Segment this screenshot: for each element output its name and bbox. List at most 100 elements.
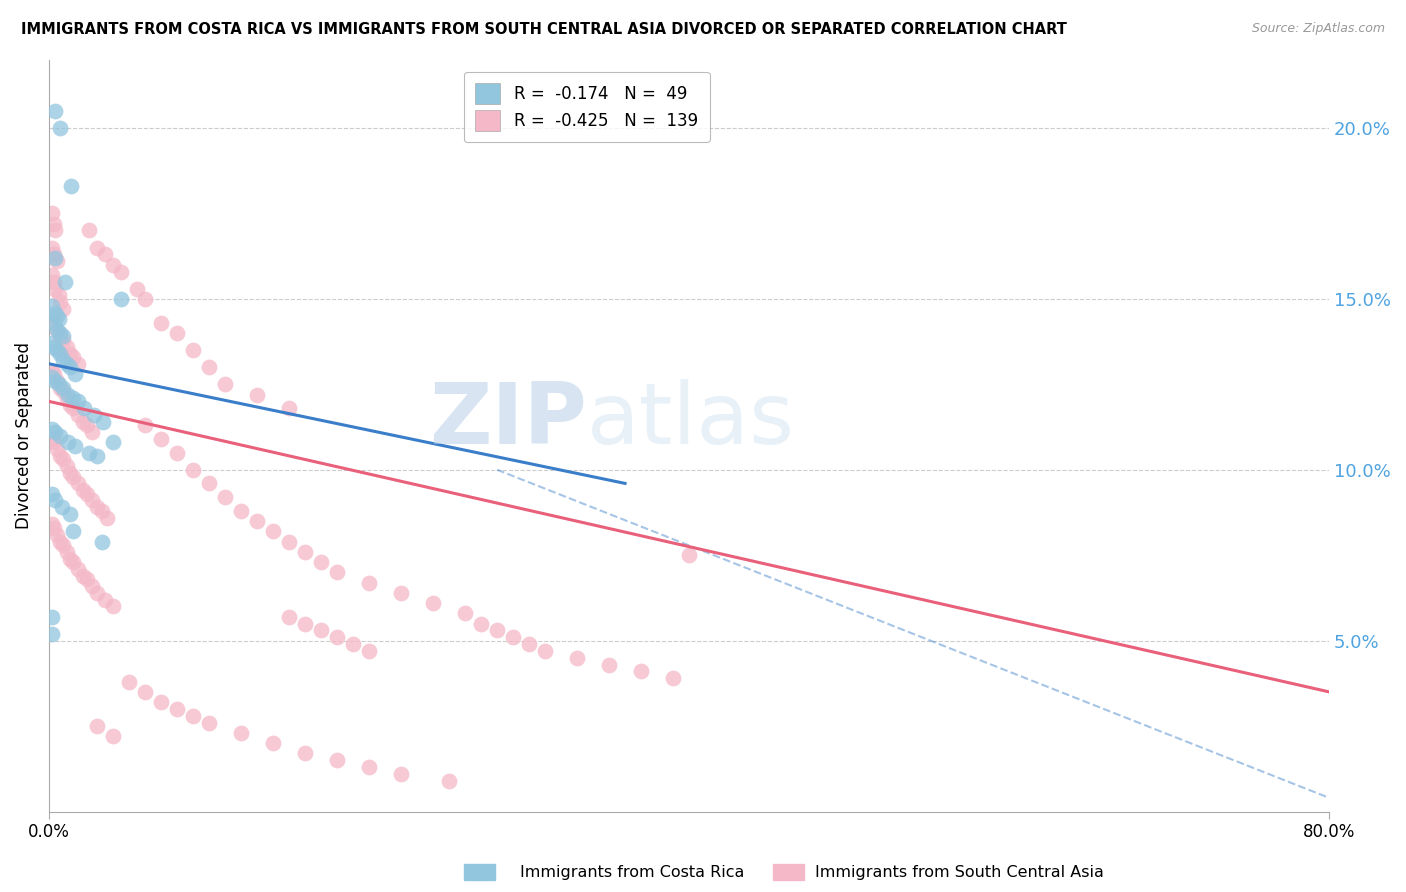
Point	[63, 439, 86, 453]
Point	[46, 309, 69, 323]
Point	[49, 449, 72, 463]
Point	[42, 247, 65, 261]
Point	[44, 493, 66, 508]
Point	[53, 275, 76, 289]
Point	[437, 773, 460, 788]
Point	[72, 483, 94, 498]
Text: Immigrants from Costa Rica: Immigrants from Costa Rica	[520, 865, 745, 880]
Point	[62, 555, 84, 569]
Point	[90, 504, 112, 518]
Point	[41, 206, 63, 220]
Point	[389, 767, 412, 781]
Point	[454, 607, 477, 621]
Point	[229, 726, 252, 740]
Point	[246, 387, 269, 401]
Point	[76, 486, 98, 500]
Point	[678, 548, 700, 562]
Point	[41, 309, 63, 323]
Point	[62, 401, 84, 416]
Point	[46, 254, 69, 268]
Legend: R =  -0.174   N =  49, R =  -0.425   N =  139: R = -0.174 N = 49, R = -0.425 N = 139	[464, 71, 710, 143]
Point	[41, 299, 63, 313]
Point	[90, 534, 112, 549]
Point	[41, 370, 63, 384]
Point	[149, 432, 172, 446]
Point	[59, 398, 82, 412]
Point	[166, 326, 188, 340]
Point	[246, 514, 269, 528]
Point	[51, 500, 73, 515]
Point	[56, 435, 79, 450]
Point	[278, 609, 301, 624]
Point	[72, 415, 94, 429]
Point	[59, 346, 82, 360]
Point	[52, 538, 75, 552]
Point	[52, 329, 75, 343]
Point	[77, 223, 100, 237]
Text: Immigrants from South Central Asia: Immigrants from South Central Asia	[815, 865, 1104, 880]
Point	[309, 624, 332, 638]
Point	[326, 630, 349, 644]
Point	[93, 415, 115, 429]
Point	[44, 305, 66, 319]
Point	[41, 336, 63, 351]
Point	[49, 120, 72, 135]
Point	[214, 377, 236, 392]
Point	[62, 524, 84, 539]
Point	[66, 394, 89, 409]
Text: ZIP: ZIP	[429, 379, 586, 462]
Point	[49, 346, 72, 360]
Point	[94, 247, 117, 261]
Text: Source: ZipAtlas.com: Source: ZipAtlas.com	[1251, 22, 1385, 36]
Point	[517, 637, 540, 651]
Point	[86, 241, 108, 255]
Point	[294, 747, 316, 761]
Point	[62, 350, 84, 364]
Point	[86, 500, 108, 515]
Point	[125, 282, 148, 296]
Point	[59, 360, 82, 375]
Point	[598, 657, 620, 672]
Point	[41, 432, 63, 446]
Point	[166, 702, 188, 716]
Point	[357, 575, 380, 590]
Point	[422, 596, 444, 610]
Point	[110, 264, 132, 278]
Point	[262, 524, 284, 539]
Point	[42, 217, 65, 231]
Point	[294, 616, 316, 631]
Point	[52, 384, 75, 398]
Point	[41, 609, 63, 624]
Point	[86, 586, 108, 600]
Point	[94, 592, 117, 607]
Point	[86, 449, 108, 463]
Point	[41, 363, 63, 377]
Point	[44, 374, 66, 388]
Point	[49, 326, 72, 340]
Point	[278, 534, 301, 549]
Point	[46, 527, 69, 541]
Point	[134, 292, 156, 306]
Point	[326, 753, 349, 767]
Text: IMMIGRANTS FROM COSTA RICA VS IMMIGRANTS FROM SOUTH CENTRAL ASIA DIVORCED OR SEP: IMMIGRANTS FROM COSTA RICA VS IMMIGRANTS…	[21, 22, 1067, 37]
Point	[166, 445, 188, 459]
Point	[41, 486, 63, 500]
Point	[96, 510, 118, 524]
Point	[60, 179, 83, 194]
Point	[44, 223, 66, 237]
Point	[662, 671, 685, 685]
Point	[630, 665, 652, 679]
Point	[46, 323, 69, 337]
Point	[49, 428, 72, 442]
Point	[82, 493, 104, 508]
Point	[41, 268, 63, 282]
Point	[59, 551, 82, 566]
Point	[149, 316, 172, 330]
Point	[72, 568, 94, 582]
Point	[41, 241, 63, 255]
Point	[44, 103, 66, 118]
Point	[101, 729, 124, 743]
Point	[294, 545, 316, 559]
Point	[214, 490, 236, 504]
Point	[49, 381, 72, 395]
